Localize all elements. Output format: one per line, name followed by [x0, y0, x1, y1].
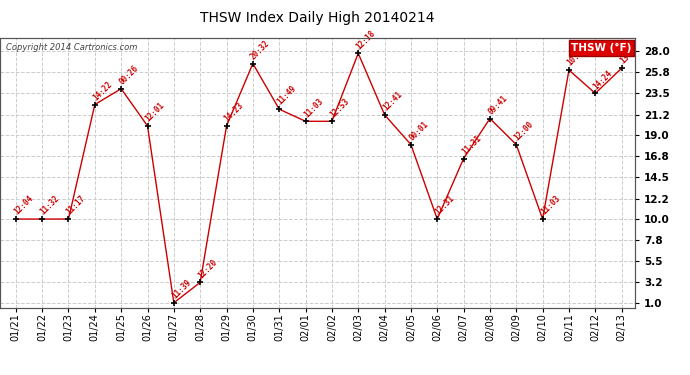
Text: 11:39: 11:39 — [170, 278, 193, 300]
Text: 13:: 13: — [618, 50, 634, 66]
Text: 12:00: 12:00 — [513, 120, 535, 142]
Text: 11:49: 11:49 — [275, 84, 298, 107]
Text: 12:20: 12:20 — [197, 257, 219, 280]
Text: 20:32: 20:32 — [249, 39, 272, 61]
Text: 11:31: 11:31 — [460, 134, 482, 156]
Text: 11:03: 11:03 — [539, 194, 562, 217]
Text: 12:18: 12:18 — [355, 28, 377, 51]
Text: 11:03: 11:03 — [302, 96, 324, 119]
Text: 11:32: 11:32 — [39, 194, 61, 217]
Text: 12:04: 12:04 — [12, 194, 34, 217]
Text: 12:53: 12:53 — [328, 96, 351, 119]
Text: 14:22: 14:22 — [91, 80, 114, 102]
Text: THSW (°F): THSW (°F) — [571, 43, 631, 53]
Text: 12:31: 12:31 — [433, 194, 456, 217]
Text: 00:26: 00:26 — [117, 64, 140, 86]
Text: 10:59: 10:59 — [565, 45, 588, 68]
Text: 11:17: 11:17 — [65, 194, 88, 217]
Text: 14:23: 14:23 — [223, 101, 246, 124]
Text: 12:01: 12:01 — [144, 101, 166, 124]
Text: 14:24: 14:24 — [591, 68, 614, 91]
Text: 09:41: 09:41 — [486, 93, 509, 116]
Text: 00:01: 00:01 — [407, 120, 430, 142]
Text: THSW Index Daily High 20140214: THSW Index Daily High 20140214 — [200, 11, 435, 25]
Text: Copyright 2014 Cartronics.com: Copyright 2014 Cartronics.com — [6, 43, 138, 52]
Text: 12:41: 12:41 — [381, 90, 404, 112]
